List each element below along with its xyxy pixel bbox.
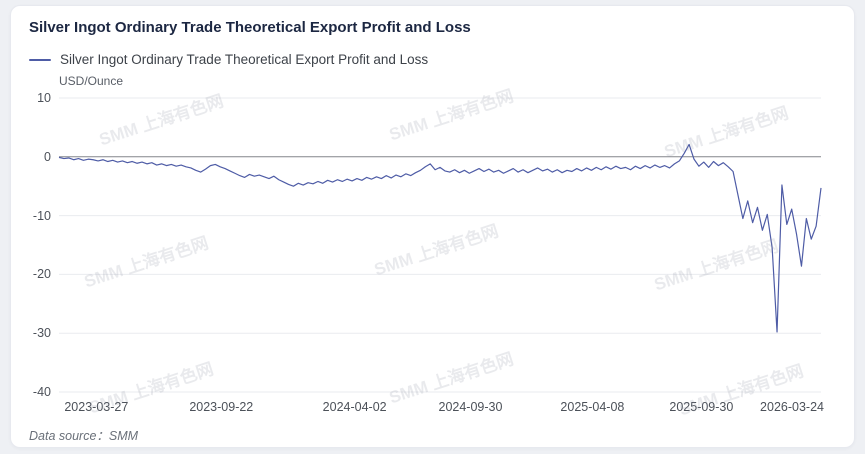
chart-title: Silver Ingot Ordinary Trade Theoretical …: [29, 19, 471, 36]
x-tick-label: 2026-03-24: [760, 400, 825, 414]
series-line: [59, 144, 821, 332]
data-source-note: Data source：SMM: [29, 429, 139, 443]
profit-loss-line-chart: [59, 98, 821, 392]
y-axis-labels: 10 0 -10 -20 -30 -40: [11, 91, 51, 399]
x-tick-label: 2025-09-30: [669, 400, 734, 414]
y-tick-label: 0: [44, 149, 51, 164]
legend-item[interactable]: Silver Ingot Ordinary Trade Theoretical …: [29, 52, 428, 67]
x-tick-label: 2024-04-02: [322, 400, 387, 414]
x-tick-label: 2023-03-27: [64, 400, 129, 414]
legend-label: Silver Ingot Ordinary Trade Theoretical …: [60, 52, 429, 67]
legend-line-marker: [29, 58, 51, 61]
y-axis-unit-label: USD/Ounce: [59, 74, 124, 88]
y-tick-label: -20: [32, 267, 51, 282]
x-tick-label: 2025-04-08: [560, 400, 625, 414]
y-tick-label: -10: [32, 208, 51, 223]
y-tick-label: -30: [32, 326, 51, 341]
x-tick-label: 2024-09-30: [438, 400, 503, 414]
y-tick-label: 10: [37, 91, 51, 105]
x-tick-label: 2023-09-22: [189, 400, 254, 414]
chart-card: Silver Ingot Ordinary Trade Theoretical …: [10, 5, 855, 448]
plot-area: 2023-03-27 2023-09-22 2024-04-02 2024-09-30…: [59, 98, 824, 414]
y-tick-label: -40: [32, 385, 51, 399]
